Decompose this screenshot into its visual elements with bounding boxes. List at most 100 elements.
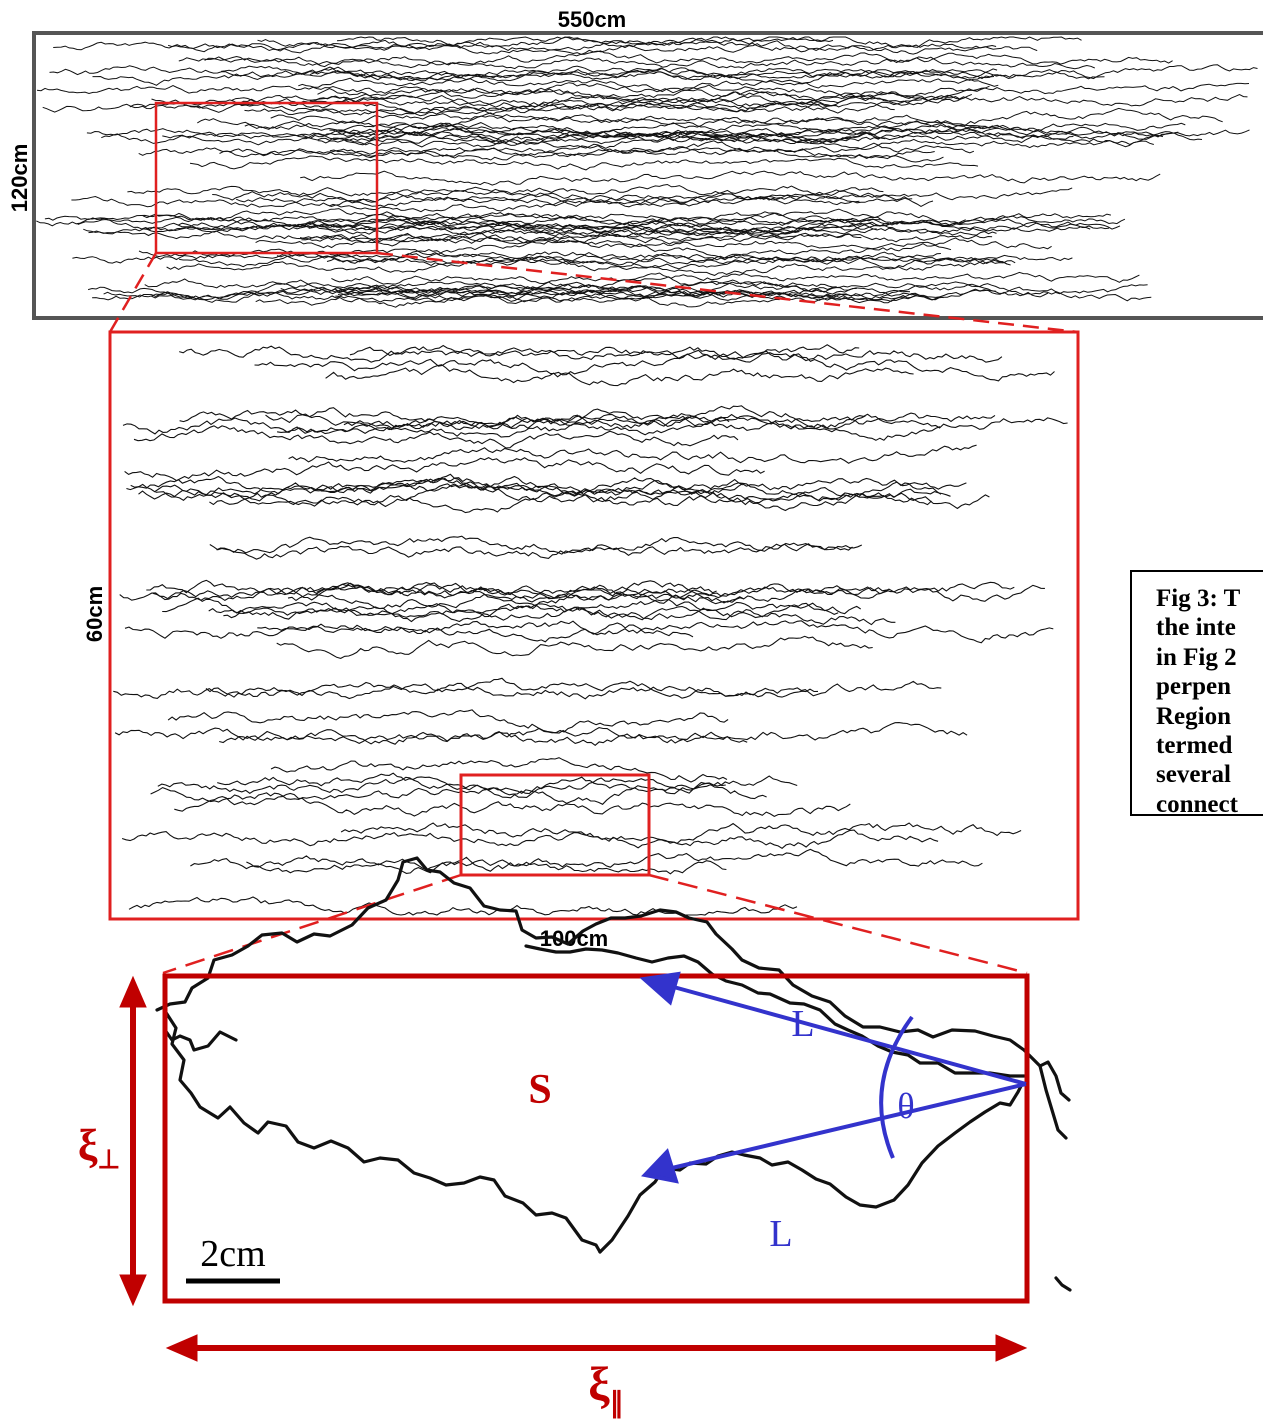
arm-upper-line — [669, 984, 1027, 1086]
contour-line — [113, 680, 942, 700]
contour-line — [287, 590, 745, 610]
contour-line — [36, 212, 881, 228]
contour-line — [270, 107, 1223, 127]
contour-line — [177, 216, 1091, 233]
contour-line — [157, 776, 726, 794]
contour-line — [189, 155, 979, 171]
contour-line — [330, 133, 851, 146]
contour-line — [42, 96, 895, 115]
contour-line — [343, 413, 941, 441]
contour-line — [124, 456, 765, 482]
contour-line — [190, 856, 727, 875]
left-stub-contour — [163, 1028, 238, 1052]
contour-line — [162, 597, 839, 621]
contour-line — [325, 364, 914, 387]
contour-line — [246, 848, 983, 871]
contour-line — [223, 606, 896, 626]
contour-line — [122, 412, 996, 435]
middle-panel-frame — [108, 330, 1080, 921]
xi-par-arrow — [165, 1334, 1028, 1362]
contour-line — [270, 757, 728, 783]
contour-line — [128, 896, 798, 916]
middle-height-label: 60cm — [82, 586, 107, 642]
arm-upper-arrowhead — [639, 971, 681, 1006]
contour-line — [301, 231, 862, 245]
figure-caption-box: Fig 3: T the inte in Fig 2 perpen Region… — [1130, 570, 1263, 816]
contour-line — [297, 129, 1250, 148]
contour-line — [299, 233, 993, 247]
zoom-line-mid-left — [162, 873, 462, 975]
contour-line — [219, 731, 748, 746]
top-panel-contours — [36, 36, 1258, 308]
bottom-panel: L L θ S 2cm ξ⊥ ξ∥ — [78, 856, 1072, 1419]
contour-line — [92, 68, 1105, 86]
contour-line — [179, 254, 1016, 268]
contour-line — [71, 192, 860, 208]
contour-line — [309, 92, 963, 113]
zoom-line-top-left — [108, 252, 158, 333]
angle-label: θ — [897, 1086, 914, 1126]
top-width-label: 550cm — [558, 7, 627, 32]
contour-line — [320, 477, 942, 502]
arm-lower-label: L — [769, 1213, 792, 1255]
contour-line — [216, 543, 853, 560]
contour-line — [179, 344, 860, 363]
contour-line — [87, 281, 997, 303]
contour-line — [133, 425, 739, 449]
contour-line — [257, 620, 1054, 644]
xi-par-label: ξ∥ — [588, 1358, 623, 1419]
contour-line — [209, 535, 863, 555]
contour-line — [92, 289, 1049, 304]
contour-line — [328, 196, 934, 213]
contour-line — [298, 77, 999, 93]
arm-upper-label: L — [791, 1003, 814, 1045]
contour-line — [217, 772, 798, 796]
contour-line — [124, 620, 694, 639]
contour-line — [146, 579, 1015, 599]
contour-line — [244, 120, 994, 135]
contour-line — [331, 271, 1140, 285]
xi-perp-arrow — [119, 975, 147, 1307]
contour-line — [219, 147, 944, 163]
contour-line — [36, 82, 1250, 100]
bottom-right-stub — [1054, 1276, 1072, 1292]
contour-line — [221, 65, 998, 82]
contour-line — [255, 232, 1052, 250]
contour-line — [204, 50, 1173, 68]
contour-line — [130, 477, 743, 497]
contour-line — [337, 122, 1203, 141]
contour-line — [77, 216, 966, 235]
contour-line — [151, 89, 1248, 109]
contour-line — [288, 444, 977, 464]
middle-panel-contours — [113, 344, 1068, 916]
contour-line — [212, 187, 1073, 203]
area-label: S — [528, 1067, 551, 1113]
contour-line — [349, 346, 1003, 363]
outer-contour-2 — [163, 1009, 602, 1254]
top-panel: 550cm 120cm — [7, 7, 1263, 334]
middle-zoom-box — [459, 773, 651, 877]
scale-bar-label: 2cm — [200, 1233, 265, 1275]
contour-line — [119, 582, 888, 607]
contour-line — [138, 482, 951, 507]
contour-line — [265, 405, 866, 430]
contour-line — [316, 584, 717, 599]
contour-line — [83, 223, 800, 238]
right-stub-contour — [1038, 1064, 1068, 1140]
contour-line — [162, 129, 1179, 146]
zoom-line-top-right — [376, 251, 1079, 334]
contour-line — [167, 709, 729, 734]
top-zoom-box — [154, 101, 379, 255]
contour-line — [174, 792, 851, 818]
contour-line — [150, 783, 767, 805]
geometry-construction — [639, 971, 1027, 1184]
contour-line — [257, 36, 1082, 49]
contour-line — [179, 409, 1068, 432]
contour-line — [86, 123, 1164, 143]
contour-line — [138, 239, 952, 260]
contour-line — [103, 287, 944, 302]
contour-line — [276, 635, 873, 659]
contour-line — [121, 829, 939, 849]
contour-line — [208, 599, 861, 620]
